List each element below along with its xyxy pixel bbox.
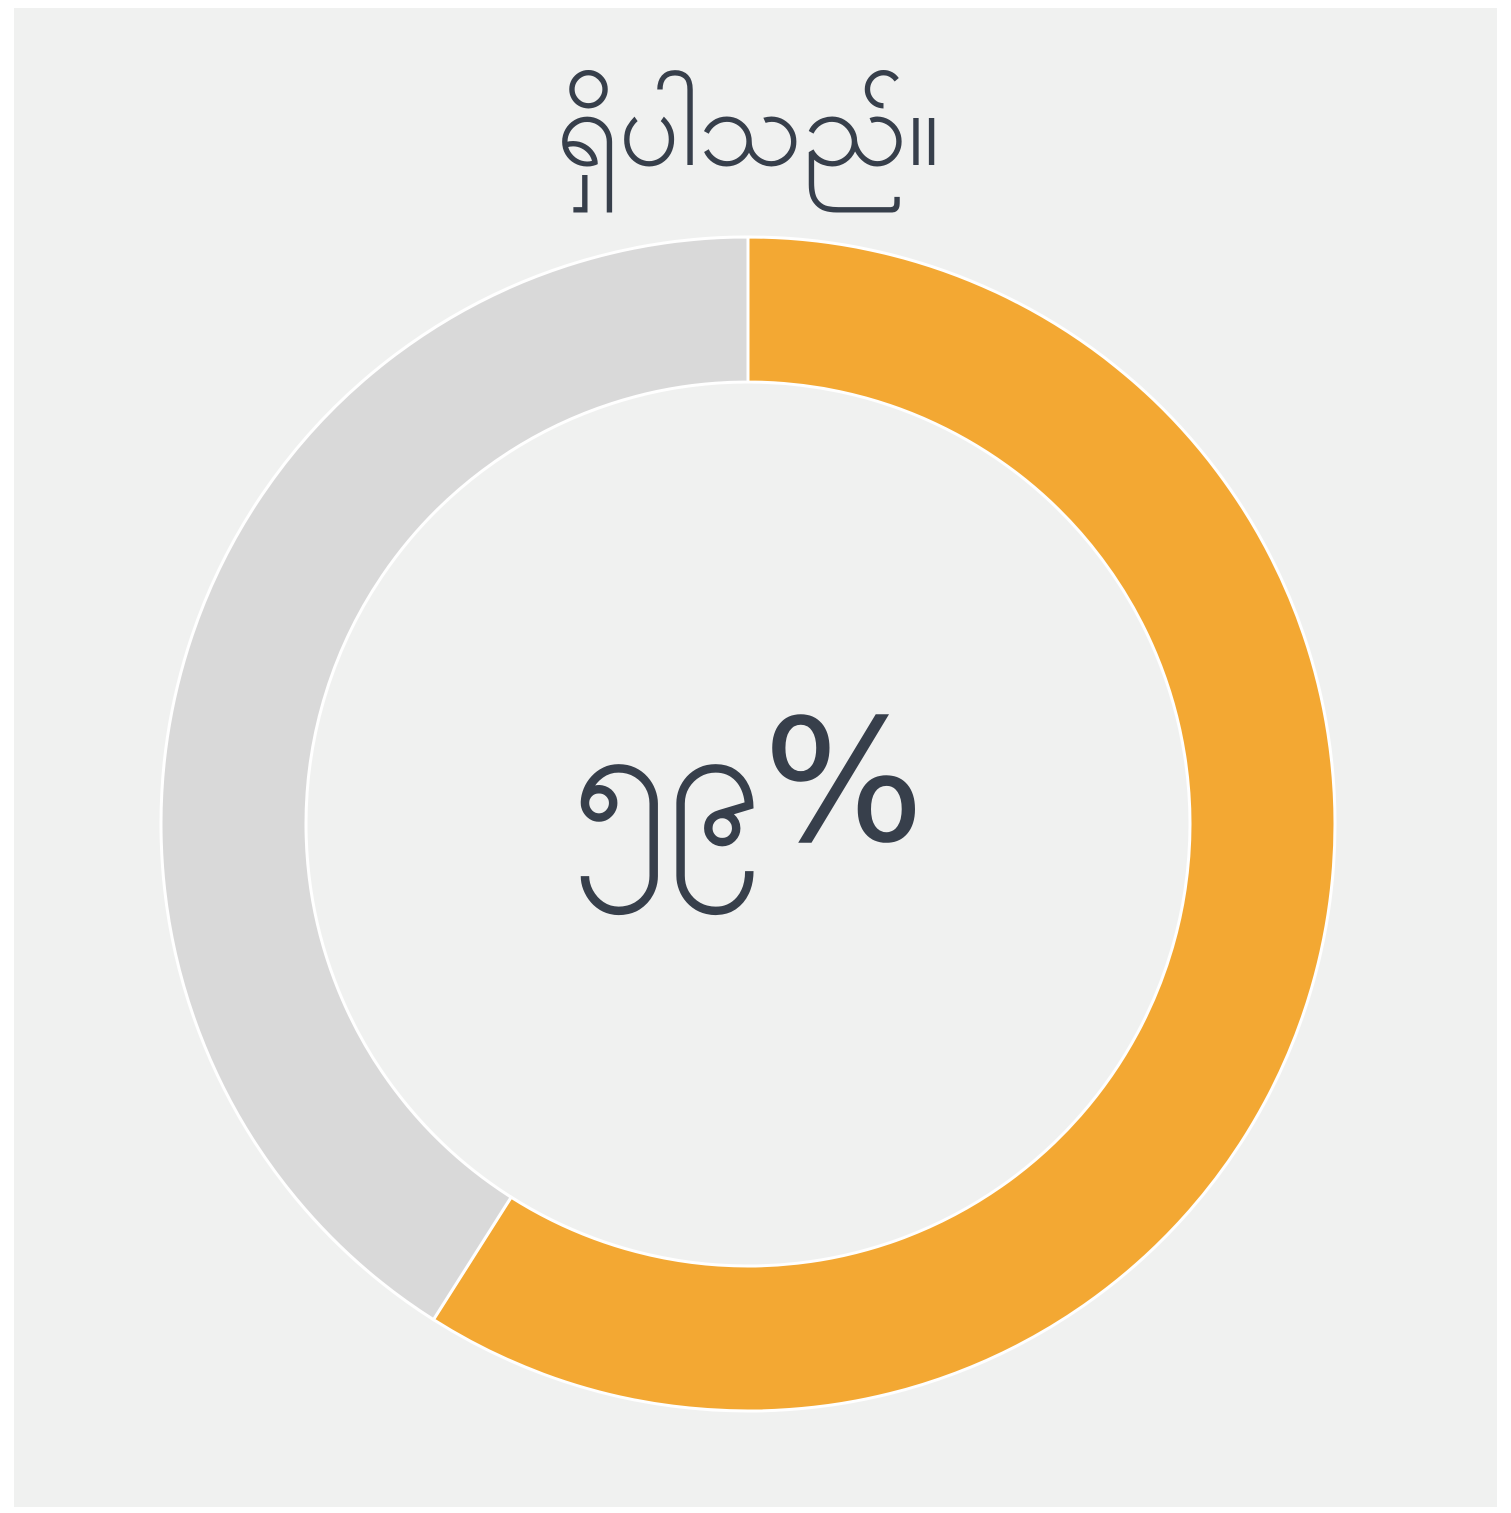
chart-title: ရှိပါသည်။	[556, 66, 940, 213]
pie-segment	[431, 235, 1337, 1413]
center-label: ၅၉%	[572, 683, 925, 915]
pie-segment	[159, 235, 750, 1322]
